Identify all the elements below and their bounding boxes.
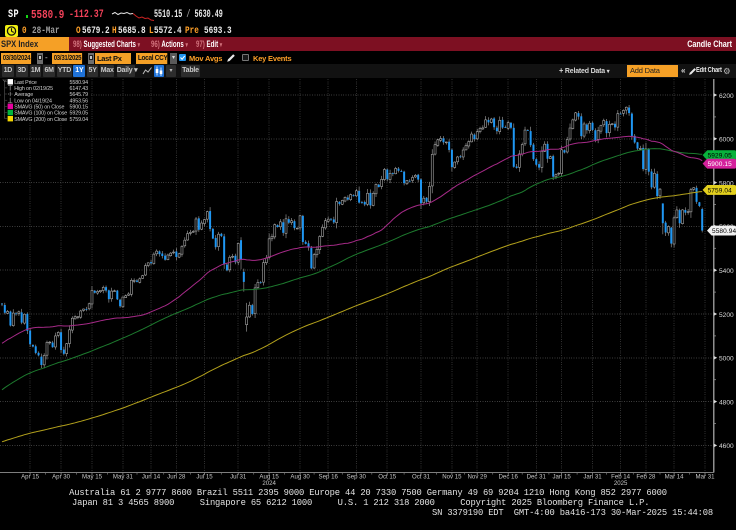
svg-text:Jan 31: Jan 31 (583, 474, 602, 481)
svg-text:6000: 6000 (719, 137, 734, 144)
svg-text:6200: 6200 (719, 93, 734, 100)
svg-text:Oct 31: Oct 31 (412, 474, 431, 481)
svg-text:4600: 4600 (719, 443, 734, 450)
svg-text:5400: 5400 (719, 268, 734, 275)
svg-text:Aug 30: Aug 30 (290, 474, 310, 481)
svg-text:4800: 4800 (719, 399, 734, 406)
svg-text:Apr 30: Apr 30 (52, 474, 71, 481)
svg-text:Aug 15: Aug 15 (259, 474, 279, 481)
svg-text:Feb 28: Feb 28 (636, 474, 656, 481)
svg-text:Average: Average (14, 92, 33, 98)
svg-text:4953.56: 4953.56 (70, 98, 89, 104)
svg-text:Mar 31: Mar 31 (696, 474, 716, 481)
svg-text:Sep 16: Sep 16 (319, 474, 339, 481)
svg-text:6147.43: 6147.43 (70, 86, 89, 92)
svg-text:Jul 31: Jul 31 (230, 474, 247, 481)
svg-text:Feb 14: Feb 14 (611, 474, 631, 481)
svg-text:Oct 15: Oct 15 (378, 474, 397, 481)
svg-text:May 31: May 31 (113, 474, 134, 481)
svg-text:Mar 14: Mar 14 (665, 474, 685, 481)
svg-text:Dec 31: Dec 31 (527, 474, 547, 481)
svg-text:5759.04: 5759.04 (708, 187, 732, 194)
svg-text:Low on 04/19/24: Low on 04/19/24 (14, 98, 52, 104)
svg-text:2024: 2024 (262, 480, 276, 487)
svg-text:Jul 15: Jul 15 (196, 474, 213, 481)
svg-text:5800: 5800 (719, 180, 734, 187)
svg-text:5580.94: 5580.94 (70, 80, 89, 86)
svg-text:5759.04: 5759.04 (70, 117, 89, 123)
svg-text:5645.79: 5645.79 (70, 92, 89, 98)
svg-text:5900.15: 5900.15 (708, 161, 732, 168)
svg-text:Apr 15: Apr 15 (21, 474, 40, 481)
svg-text:5929.05: 5929.05 (70, 111, 89, 117)
svg-text:SMAVG (50) on Close: SMAVG (50) on Close (14, 105, 64, 111)
svg-text:5929.05: 5929.05 (708, 153, 732, 160)
svg-text:May 15: May 15 (82, 474, 103, 481)
svg-text:Last Price: Last Price (14, 80, 37, 86)
svg-text:Nov 29: Nov 29 (468, 474, 488, 481)
svg-text:Dec 16: Dec 16 (499, 474, 519, 481)
svg-text:Jan 15: Jan 15 (552, 474, 571, 481)
svg-text:5580.94: 5580.94 (712, 228, 736, 235)
svg-text:Jun 28: Jun 28 (167, 474, 186, 481)
svg-text:5900.15: 5900.15 (70, 105, 89, 111)
svg-text:SMAVG (200) on Close: SMAVG (200) on Close (14, 117, 67, 123)
svg-text:Nov 15: Nov 15 (442, 474, 462, 481)
svg-text:Sep 30: Sep 30 (347, 474, 367, 481)
svg-text:High on 02/19/25: High on 02/19/25 (14, 86, 53, 92)
svg-text:2025: 2025 (614, 480, 628, 487)
svg-text:SMAVG (100) on Close: SMAVG (100) on Close (14, 111, 67, 117)
svg-text:Jun 14: Jun 14 (142, 474, 161, 481)
svg-text:5200: 5200 (719, 312, 734, 319)
svg-text:5000: 5000 (719, 356, 734, 363)
